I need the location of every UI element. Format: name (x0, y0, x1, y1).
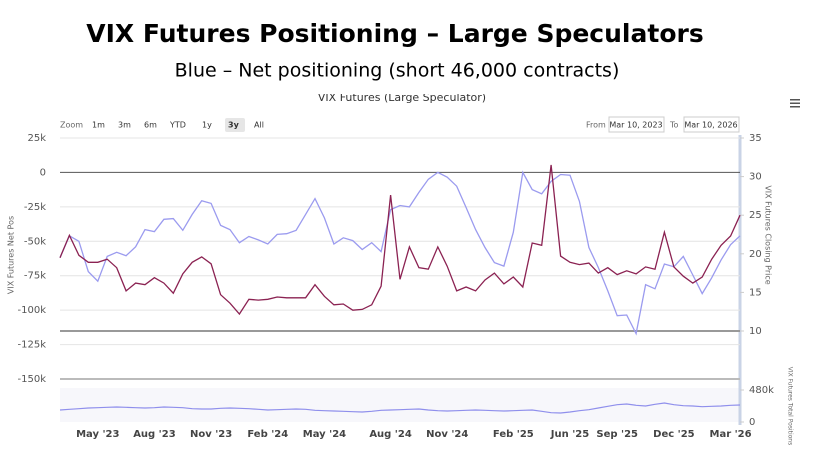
y-axis-label: VIX Futures Net Pos (7, 216, 16, 294)
x-tick-label: Feb '25 (493, 429, 534, 440)
y2-tick-label: 15 (749, 287, 762, 298)
x-tick-label: Mar '26 (710, 429, 752, 440)
menu-bar (790, 106, 800, 108)
y-tick-label: -100k (18, 305, 47, 316)
x-tick-label: Nov '23 (190, 429, 232, 440)
x-tick-label: Jun '25 (550, 429, 589, 440)
y2-tick-label: 35 (749, 133, 762, 144)
zoom-button[interactable]: 3y (228, 121, 240, 130)
y-tick-label: 0 (40, 167, 46, 178)
zoom-button[interactable]: 3m (118, 121, 131, 130)
series-line (59, 164, 741, 316)
y2-tick-label: 25 (749, 210, 762, 221)
navigator-line (59, 402, 741, 414)
to-box[interactable] (683, 116, 740, 133)
navigator-tick-label: 480k (749, 385, 774, 396)
y-tick-label: -150k (18, 374, 47, 385)
menu-bar (790, 99, 800, 101)
y-tick-label: -75k (24, 271, 46, 282)
zoom-button[interactable]: All (254, 121, 264, 130)
to-date[interactable]: Mar 10, 2026 (684, 121, 737, 130)
menu-bar (790, 102, 800, 104)
y2-tick-label: 30 (749, 172, 762, 183)
from-box[interactable] (608, 116, 665, 133)
from-date[interactable]: Mar 10, 2023 (609, 121, 662, 130)
zoom-button[interactable]: 1m (92, 121, 105, 130)
y2-tick-label: 20 (749, 249, 762, 260)
x-tick-label: Dec '25 (653, 429, 695, 440)
x-tick-label: May '23 (76, 429, 119, 440)
y2-axis-label: VIX Futures Closing Price (764, 185, 773, 284)
zoom-button[interactable]: 1y (202, 121, 212, 130)
y-tick-label: -25k (24, 202, 46, 213)
x-tick-label: Sep '25 (596, 429, 638, 440)
from-label: From (586, 121, 606, 130)
chart-subtitle: Blue – Net positioning (short 46,000 con… (175, 60, 620, 82)
zoom-label: Zoom (60, 121, 83, 130)
menu-icon[interactable] (790, 99, 800, 108)
chart-title: VIX Futures Positioning – Large Speculat… (86, 19, 703, 48)
y-tick-label: -125k (18, 340, 47, 351)
zoom-button[interactable]: YTD (169, 121, 186, 130)
y-tick-label: 25k (27, 133, 46, 144)
x-tick-label: Aug '24 (369, 429, 412, 440)
navigator-panel (60, 388, 740, 422)
x-tick-label: May '24 (303, 429, 346, 440)
chart-label: VIX Futures (Large Speculator) (318, 91, 486, 104)
x-tick-label: Nov '24 (426, 429, 468, 440)
zoom-button[interactable]: 6m (144, 121, 157, 130)
title-mask (0, 84, 814, 94)
navigator-label: VIX Futures Total Positions (787, 367, 794, 445)
x-tick-label: Feb '24 (247, 429, 288, 440)
to-label: To (669, 121, 679, 130)
zoom-button-bg (225, 118, 245, 132)
series-line (59, 170, 741, 336)
navigator-tick-label: 0 (749, 417, 755, 428)
y2-tick-label: 10 (749, 326, 762, 337)
x-tick-label: Aug '23 (133, 429, 176, 440)
y-tick-label: -50k (24, 236, 46, 247)
